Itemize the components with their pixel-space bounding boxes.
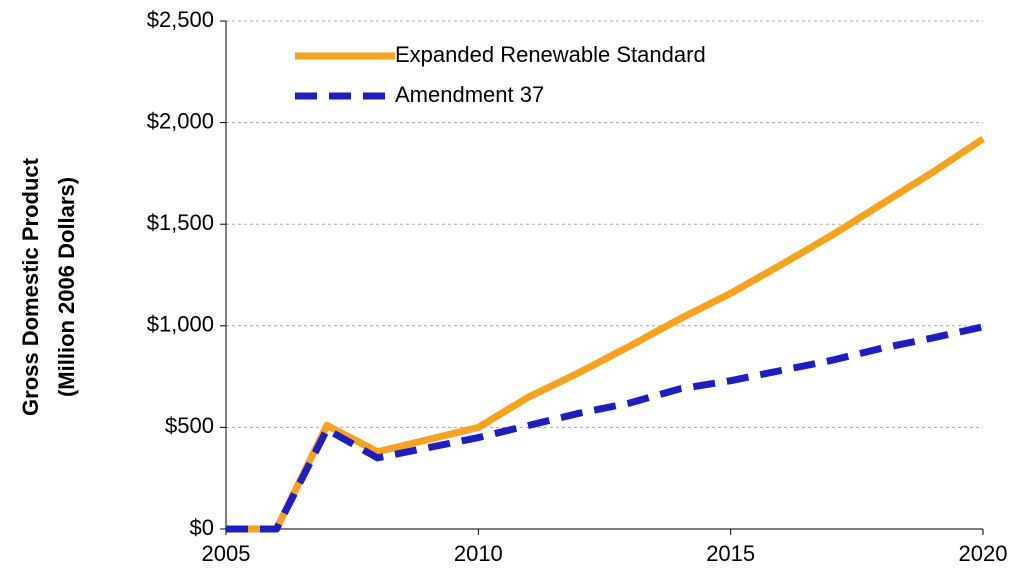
legend-label: Amendment 37: [395, 82, 544, 107]
series-line: [226, 135, 985, 533]
legend-label: Expanded Renewable Standard: [395, 42, 706, 67]
x-tick-label: 2015: [706, 541, 755, 566]
legend-box: [284, 37, 691, 113]
x-tick-label: 2010: [454, 541, 503, 566]
y-tick-label: $2,000: [147, 108, 214, 133]
y-axis-label: Gross Domestic Product: [18, 157, 43, 416]
y-tick-label: $500: [165, 413, 214, 438]
y-axis-label: (Million 2006 Dollars): [54, 177, 79, 397]
x-tick-label: 2020: [959, 541, 1008, 566]
series-line: [226, 323, 984, 533]
y-tick-label: $2,500: [147, 7, 214, 32]
y-tick-label: $1,000: [147, 312, 214, 337]
y-tick-label: $1,500: [147, 210, 214, 235]
y-tick-label: $0: [190, 515, 214, 540]
x-tick-label: 2005: [202, 541, 251, 566]
